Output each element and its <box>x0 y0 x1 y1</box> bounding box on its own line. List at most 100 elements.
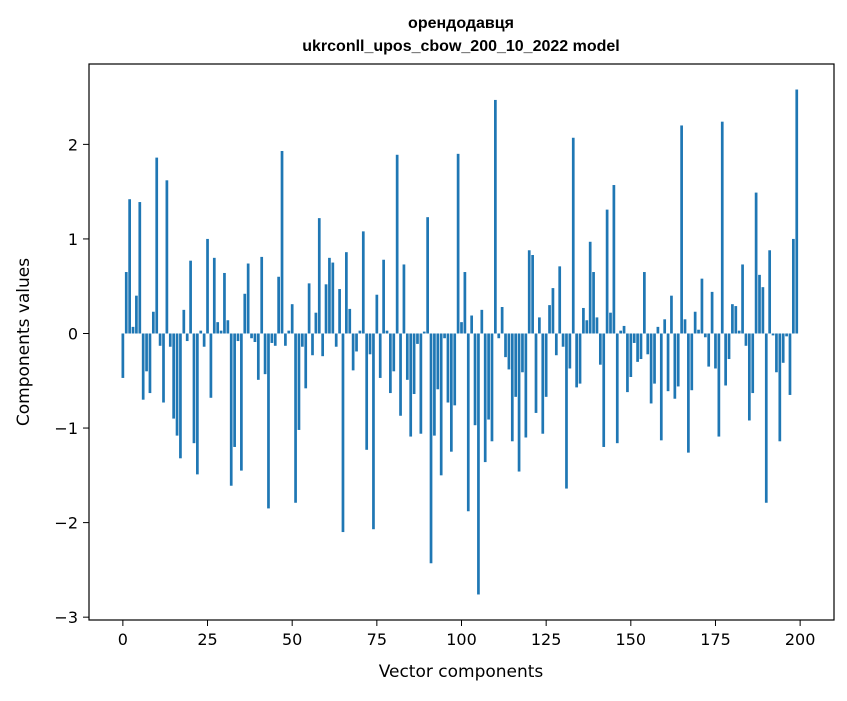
bar-135 <box>578 333 582 384</box>
bar-61 <box>328 257 331 334</box>
bar-152 <box>636 333 639 362</box>
bars-group <box>121 89 799 595</box>
bar-118 <box>521 333 524 373</box>
bar-181 <box>734 306 738 334</box>
bar-102 <box>466 333 470 512</box>
bar-193 <box>775 333 778 373</box>
bar-52 <box>297 333 301 430</box>
bar-33 <box>233 333 236 447</box>
bar-92 <box>433 333 436 436</box>
bar-31 <box>226 320 230 334</box>
bar-48 <box>284 333 287 346</box>
bar-78 <box>385 330 389 334</box>
bar-70 <box>358 330 362 334</box>
x-tick-label: 0 <box>118 630 128 649</box>
x-axis-label: Vector components <box>379 662 544 682</box>
bar-32 <box>229 333 233 486</box>
bar-40 <box>256 333 260 380</box>
bar-68 <box>351 333 355 371</box>
bar-35 <box>240 333 243 471</box>
bar-8 <box>148 333 152 394</box>
bar-100 <box>460 322 463 334</box>
bar-139 <box>592 272 595 334</box>
bar-97 <box>449 333 453 452</box>
bar-121 <box>531 255 534 334</box>
bar-155 <box>646 333 650 355</box>
bar-101 <box>463 272 467 334</box>
bar-165 <box>680 125 683 334</box>
bar-123 <box>538 317 541 334</box>
bar-163 <box>673 333 677 399</box>
bar-160 <box>663 319 667 334</box>
bar-145 <box>612 185 616 334</box>
bar-73 <box>368 333 372 355</box>
bar-104 <box>473 333 477 426</box>
bar-175 <box>714 333 717 369</box>
bar-110 <box>494 99 497 334</box>
x-tick-label: 25 <box>197 630 217 649</box>
x-tick-label: 200 <box>785 630 816 649</box>
bar-144 <box>609 312 612 334</box>
bar-60 <box>324 284 328 334</box>
x-tick-label: 75 <box>367 630 387 649</box>
bar-67 <box>348 308 352 334</box>
bar-114 <box>507 333 511 370</box>
bar-17 <box>179 333 182 459</box>
bar-62 <box>331 262 335 334</box>
bar-194 <box>778 333 782 442</box>
bar-11 <box>158 333 162 346</box>
bar-108 <box>487 333 490 420</box>
bar-159 <box>659 333 663 441</box>
bar-20 <box>189 260 192 334</box>
bar-83 <box>402 264 406 334</box>
bar-141 <box>598 333 602 365</box>
bar-86 <box>412 333 416 395</box>
bar-2 <box>128 199 131 334</box>
bar-195 <box>781 333 785 363</box>
bar-146 <box>615 333 619 444</box>
bar-168 <box>690 333 694 391</box>
x-axis-ticks: 0 25 50 75 100 125 150 175 200 <box>118 620 816 649</box>
bar-169 <box>693 311 697 334</box>
bar-129 <box>558 266 562 334</box>
bar-150 <box>629 333 633 377</box>
bar-80 <box>392 333 396 372</box>
bar-54 <box>304 333 308 389</box>
bar-96 <box>446 333 450 403</box>
bar-26 <box>209 333 213 398</box>
bar-50 <box>290 304 294 334</box>
bar-126 <box>548 305 551 334</box>
bar-41 <box>260 256 264 334</box>
bar-57 <box>314 312 318 334</box>
bar-111 <box>497 333 501 339</box>
bar-24 <box>202 333 206 347</box>
bar-128 <box>554 333 558 356</box>
bar-55 <box>307 283 311 334</box>
bar-158 <box>656 326 660 334</box>
bar-47 <box>280 150 284 334</box>
bar-7 <box>145 333 148 372</box>
bar-98 <box>453 333 457 406</box>
bar-64 <box>338 289 341 334</box>
bar-136 <box>582 307 585 334</box>
bar-81 <box>395 154 399 334</box>
bar-65 <box>341 333 345 533</box>
bar-94 <box>439 333 443 476</box>
bar-93 <box>436 333 440 390</box>
bar-148 <box>622 325 626 334</box>
bar-27 <box>212 257 216 334</box>
y-tick-label: 1 <box>68 230 78 249</box>
bar-56 <box>311 333 314 356</box>
bar-113 <box>504 333 507 358</box>
bar-133 <box>571 137 575 334</box>
bar-37 <box>246 263 250 334</box>
bar-9 <box>151 311 155 334</box>
chart-title-line-1: орендодавця <box>408 15 514 32</box>
bar-84 <box>405 333 409 380</box>
bar-105 <box>477 333 480 595</box>
bar-10 <box>155 157 159 334</box>
bar-59 <box>321 333 325 357</box>
